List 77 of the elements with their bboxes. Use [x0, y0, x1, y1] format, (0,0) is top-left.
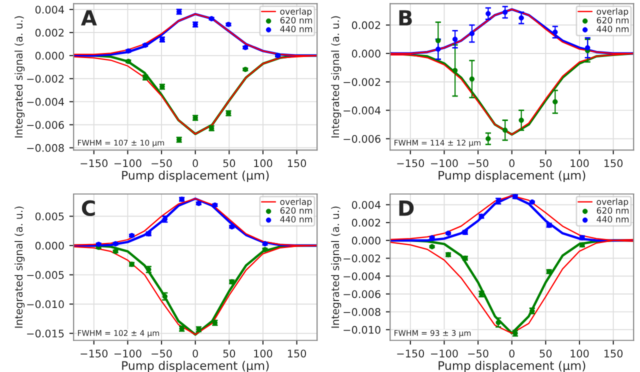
x-tick-label: −100 — [431, 350, 458, 358]
y-tick-label: 0.002 — [35, 28, 64, 37]
x-tick-label: −50 — [152, 350, 172, 358]
x-tick-label: 150 — [604, 350, 623, 358]
x-tick-label: 50 — [540, 350, 552, 358]
y-tick-label: 0.000 — [352, 236, 380, 245]
x-tick-label: 0 — [509, 159, 514, 168]
y-tick-label: −0.004 — [344, 272, 381, 280]
x-tick-label: −150 — [80, 159, 108, 168]
x-tick-label: −50 — [468, 350, 488, 358]
y-tick-label: −0.008 — [344, 308, 380, 316]
x-tick-label: −50 — [468, 159, 488, 168]
x-tick-label: 100 — [570, 350, 589, 358]
y-tick-label: 0.002 — [352, 218, 380, 227]
y-tick-label: −0.002 — [344, 78, 380, 86]
legend-label: 440 nm — [596, 216, 629, 223]
x-tick-label: 150 — [288, 350, 306, 358]
x-tick-label: 100 — [570, 159, 589, 168]
y-tick-label: −0.010 — [27, 300, 64, 308]
legend-label: 440 nm — [280, 216, 312, 223]
legend-label: overlap — [596, 198, 628, 207]
legend-label: 440 nm — [280, 26, 312, 32]
legend-label: 620 nm — [280, 16, 312, 24]
y-axis-title: Integrated signal (a. u.) — [14, 16, 25, 138]
y-tick-label: 0.000 — [35, 52, 64, 60]
y-tick-label: −0.010 — [344, 326, 380, 334]
legend-label: overlap — [280, 8, 312, 16]
x-tick-label: 0 — [509, 350, 514, 358]
x-tick-label: −100 — [114, 350, 142, 358]
y-tick-label: 0.004 — [35, 6, 64, 14]
y-tick-label: −0.015 — [27, 330, 64, 338]
y-axis-title: Integrated signal (a. u.) — [331, 206, 342, 328]
x-tick-label: 100 — [254, 350, 272, 358]
x-tick-label: 0 — [192, 350, 198, 358]
y-tick-label: 0.005 — [35, 212, 64, 220]
y-tick-label: −0.004 — [27, 98, 64, 106]
y-tick-label: 0.000 — [352, 50, 380, 58]
legend-label: overlap — [280, 198, 312, 207]
legend-label: overlap — [596, 8, 628, 16]
x-axis-title: Pump displacement (µm) — [438, 360, 586, 372]
x-axis-title: Pump displacement (µm) — [122, 170, 269, 182]
x-tick-label: −50 — [152, 159, 172, 168]
x-tick-label: 50 — [223, 350, 236, 358]
y-tick-label: −0.002 — [27, 74, 64, 83]
legend-label: 440 nm — [596, 26, 629, 32]
y-tick-label: −0.006 — [344, 290, 380, 298]
y-tick-label: 0.004 — [352, 200, 381, 209]
legend-label: 620 nm — [596, 16, 629, 24]
x-tick-label: −100 — [431, 159, 458, 168]
y-tick-label: −0.002 — [344, 254, 380, 262]
y-tick-label: −0.006 — [27, 120, 64, 129]
legend-label: 620 nm — [280, 207, 312, 214]
x-axis-title: Pump displacement (µm) — [122, 360, 269, 372]
x-tick-label: −150 — [397, 350, 424, 358]
legend-label: 620 nm — [596, 207, 629, 214]
y-tick-label: −0.008 — [27, 144, 64, 152]
x-axis-title: Pump displacement (µm) — [438, 170, 586, 182]
x-tick-label: −100 — [114, 159, 142, 168]
y-tick-label: 0.002 — [352, 21, 380, 30]
y-axis-title: Integrated signal (a. u.) — [331, 16, 342, 138]
x-tick-label: 150 — [604, 159, 623, 168]
y-tick-label: 0.000 — [35, 242, 64, 250]
y-axis-title: Integrated signal (a. u.) — [14, 206, 25, 328]
x-tick-label: 0 — [192, 159, 198, 168]
x-tick-label: 50 — [540, 159, 552, 168]
y-tick-label: −0.004 — [344, 106, 381, 114]
annotation: C — [82, 200, 95, 216]
annotation: B — [399, 10, 412, 26]
x-tick-label: 150 — [288, 159, 306, 168]
y-tick-label: −0.005 — [27, 271, 64, 279]
annotation: D — [399, 200, 414, 216]
annotation: A — [81, 10, 97, 26]
y-tick-label: −0.006 — [344, 134, 380, 143]
x-tick-label: 50 — [223, 159, 236, 168]
x-tick-label: 100 — [254, 159, 272, 168]
x-tick-label: −150 — [80, 350, 108, 358]
x-tick-label: −150 — [397, 159, 424, 168]
